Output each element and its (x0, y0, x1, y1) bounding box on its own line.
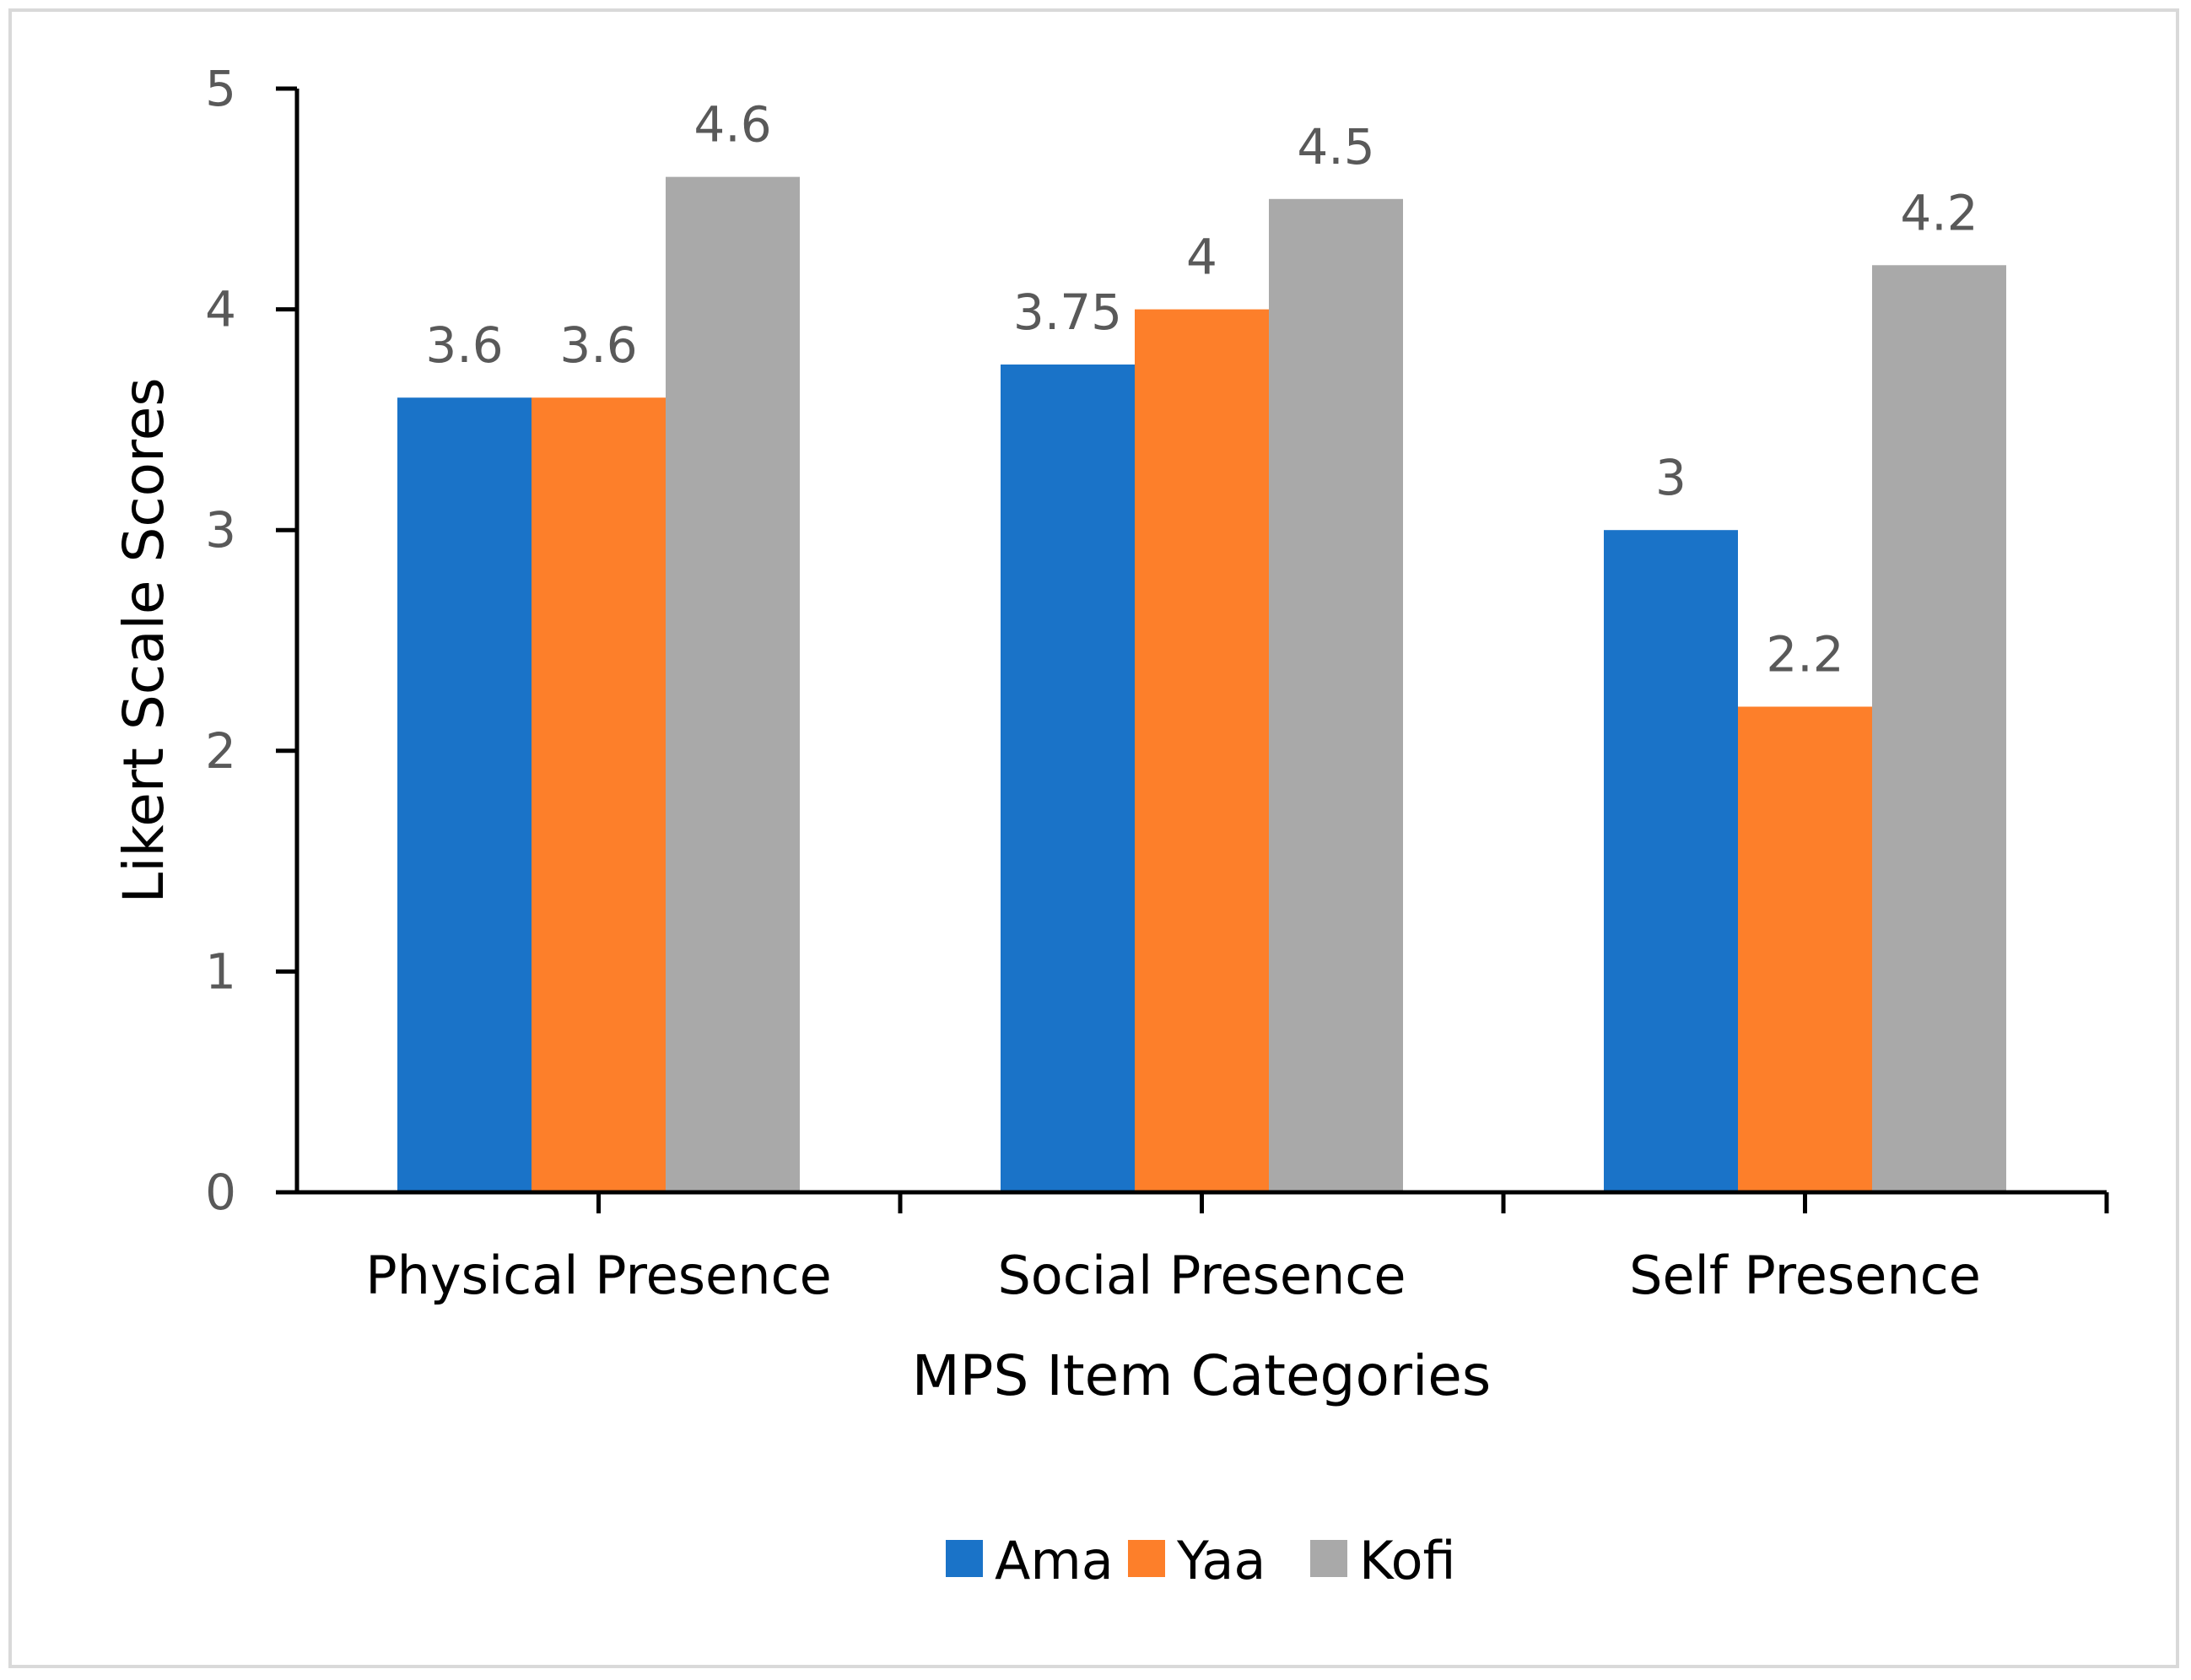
data-label: 3.75 (1013, 284, 1122, 341)
x-axis-title: MPS Item Categories (912, 1343, 1492, 1408)
bars-layer (397, 176, 2006, 1193)
bar-kofi (666, 176, 800, 1192)
y-tick-label: 1 (205, 943, 236, 1000)
y-tick-label: 0 (205, 1164, 236, 1221)
y-tick-label: 5 (205, 60, 236, 117)
bar-yaa (532, 397, 666, 1192)
data-label: 4 (1186, 229, 1217, 286)
data-label: 4.2 (1900, 184, 1978, 241)
data-label: 4.6 (693, 96, 771, 154)
ticks-layer: 0 1 2 3 4 5 (205, 60, 2109, 1221)
category-label: Self Presence (1629, 1245, 1981, 1306)
data-labels-layer: 3.6 3.75 3 3.6 4 2.2 4.6 4.5 4.2 (425, 96, 1978, 683)
legend-label: Yaa (1176, 1530, 1265, 1591)
bar-ama (1001, 365, 1135, 1192)
data-label: 3.6 (425, 316, 503, 374)
y-tick-label: 2 (205, 722, 236, 780)
y-tick-label: 4 (205, 281, 236, 338)
legend-label: Ama (995, 1530, 1114, 1591)
bar-yaa (1135, 309, 1269, 1193)
data-label: 2.2 (1766, 625, 1843, 683)
legend-swatch (1310, 1540, 1347, 1577)
bar-kofi (1872, 265, 2006, 1192)
legend-item-yaa: Yaa (1128, 1530, 1265, 1591)
legend-item-ama: Ama (946, 1530, 1114, 1591)
y-axis-title: Likert Scale Scores (111, 377, 176, 903)
data-label: 3.6 (559, 316, 637, 374)
bar-ama (397, 397, 532, 1192)
legend-swatch (1128, 1540, 1165, 1577)
bar-ama (1604, 530, 1738, 1192)
legend-label: Kofi (1359, 1530, 1456, 1591)
legend-swatch (946, 1540, 983, 1577)
bar-yaa (1738, 706, 1872, 1192)
data-label: 3 (1655, 449, 1686, 506)
category-label: Physical Presence (365, 1245, 831, 1306)
legend: Ama Yaa Kofi (946, 1530, 1456, 1591)
legend-item-kofi: Kofi (1310, 1530, 1456, 1591)
category-label: Social Presence (997, 1245, 1406, 1306)
y-tick-label: 3 (205, 501, 236, 559)
bar-kofi (1269, 198, 1403, 1192)
category-labels: Physical Presence Social Presence Self Pre… (365, 1245, 1981, 1306)
data-label: 4.5 (1297, 118, 1374, 176)
axes-layer (276, 89, 2107, 1195)
